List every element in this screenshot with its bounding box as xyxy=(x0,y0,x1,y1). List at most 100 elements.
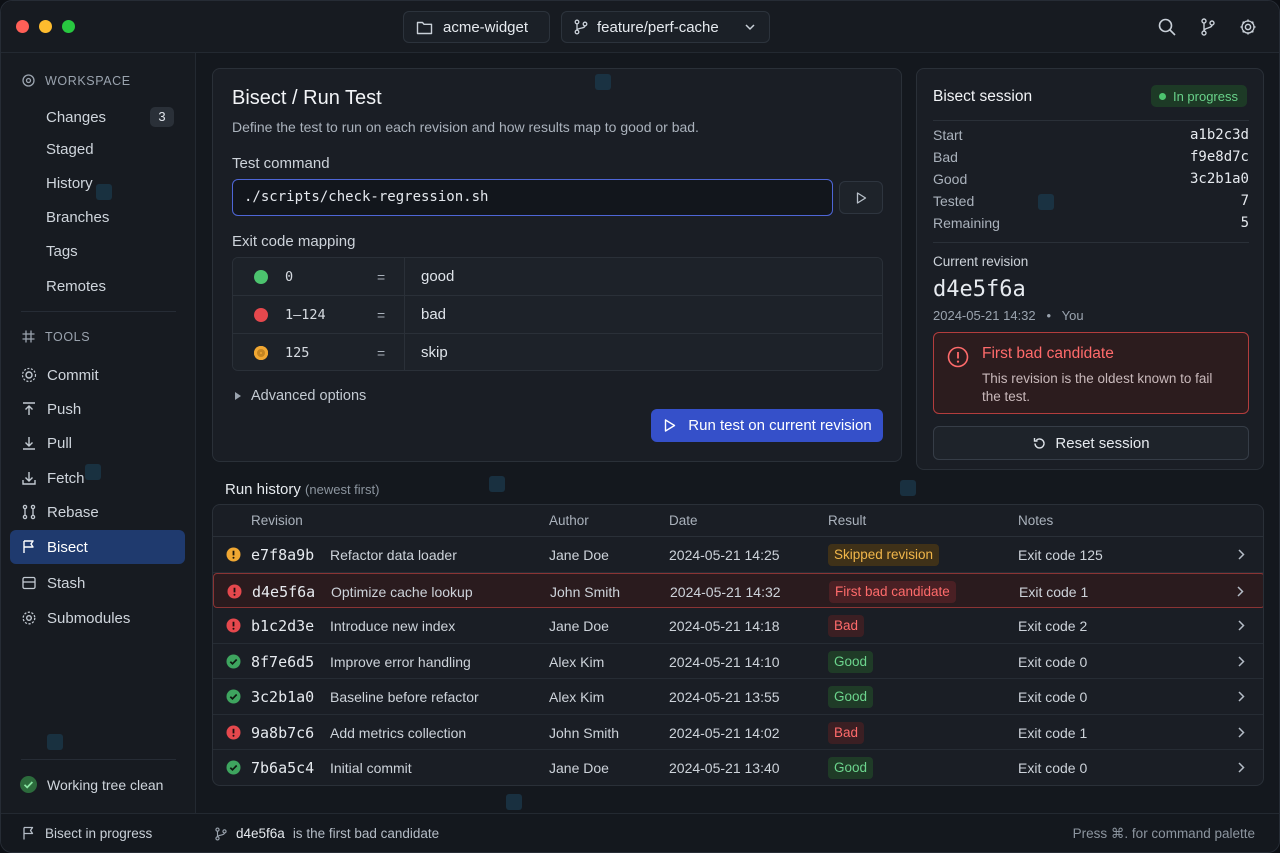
row-note: Exit code 0 xyxy=(1018,760,1088,776)
table-row[interactable]: 9a8b7c6 Add metrics collection John Smith 2… xyxy=(213,715,1263,750)
revision-hash[interactable]: 7b6a5c4 xyxy=(251,759,315,777)
section-divider xyxy=(933,120,1249,121)
sidebar-item-history[interactable]: History xyxy=(10,166,185,200)
table-row[interactable]: 3c2b1a0 Baseline before refactor Alex Kim 2… xyxy=(213,679,1263,715)
table-row[interactable]: 7b6a5c4 Initial commit Jane Doe 2024-05-21 … xyxy=(213,750,1263,785)
rebase-icon xyxy=(22,504,36,520)
sidebar-item-pull[interactable]: Pull xyxy=(10,426,185,460)
column-header-notes[interactable]: Notes xyxy=(1018,513,1054,528)
bisect-run-test-panel: Bisect / Run Test Define the test to run… xyxy=(212,68,902,462)
branch-selector[interactable]: feature/perf-cache xyxy=(561,11,770,43)
sidebar-item-tags[interactable]: Tags xyxy=(10,234,185,268)
exit-code-mapping-table: 0 = good 1–124 = bad 125 = skip xyxy=(232,257,883,371)
sidebar-item-label: Remotes xyxy=(46,277,107,295)
sidebar-item-label: Fetch xyxy=(47,469,85,487)
table-row[interactable]: e7f8a9b Refactor data loader Jane Doe 2024-… xyxy=(213,537,1263,573)
revision-hash[interactable]: 8f7e6d5 xyxy=(251,652,315,671)
sidebar-item-label: Push xyxy=(47,400,82,418)
column-header-author[interactable]: Author xyxy=(549,513,589,528)
gear-icon[interactable] xyxy=(1238,17,1258,37)
first-bad-candidate-alert: First bad candidate This revision is the… xyxy=(933,332,1249,414)
stat-key: Tested xyxy=(933,193,975,209)
current-revision-meta: 2024-05-21 14:32 • You xyxy=(933,308,1084,323)
chevron-right-icon[interactable] xyxy=(1236,548,1246,561)
mapping-row-bad[interactable]: 1–124 = bad xyxy=(233,296,882,334)
table-row[interactable]: d4e5f6a Optimize cache lookup John Smith 20… xyxy=(213,572,1263,608)
status-mid-text: is the first bad candidate xyxy=(292,826,440,841)
bad-status-dot xyxy=(254,308,268,322)
revision-hash[interactable]: e7f8a9b xyxy=(251,546,315,564)
revision-hash[interactable]: b1c2d3e xyxy=(251,617,315,635)
tools-section-header: TOOLS xyxy=(21,329,90,344)
chevron-right-icon[interactable] xyxy=(1236,761,1246,774)
stash-icon xyxy=(22,576,36,590)
commit-date: 2024-05-21 14:25 xyxy=(669,547,780,563)
commit-message: Improve error handling xyxy=(330,653,471,670)
chevron-right-icon[interactable] xyxy=(1236,655,1246,668)
table-header: Revision Author Date Result Notes xyxy=(213,505,1263,537)
table-row[interactable]: b1c2d3e Introduce new index Jane Doe 2024-0… xyxy=(213,608,1263,644)
commit-author: Jane Doe xyxy=(549,547,609,563)
chevron-right-icon[interactable] xyxy=(1235,585,1245,598)
reset-session-button[interactable]: Reset session xyxy=(933,426,1249,460)
mapping-row-skip[interactable]: 125 = skip xyxy=(233,334,882,370)
equals-sign: = xyxy=(377,269,386,285)
chevron-right-icon[interactable] xyxy=(1236,690,1246,703)
run-command-button[interactable] xyxy=(839,181,883,214)
status-text: In progress xyxy=(1172,88,1238,104)
sidebar-item-label: Stash xyxy=(47,574,86,592)
sidebar-item-push[interactable]: Push xyxy=(10,392,185,426)
status-bisect-state: Bisect in progress xyxy=(21,826,152,841)
minimize-window-button[interactable] xyxy=(39,20,52,33)
test-command-label: Test command xyxy=(232,155,330,172)
table-row[interactable]: 8f7e6d5 Improve error handling Alex Kim 202… xyxy=(213,644,1263,679)
revision-hash[interactable]: 9a8b7c6 xyxy=(251,723,315,742)
column-header-result[interactable]: Result xyxy=(828,513,867,528)
branches-icon[interactable] xyxy=(1198,17,1218,37)
repository-name: acme-widget xyxy=(443,18,529,36)
repository-selector[interactable]: acme-widget xyxy=(403,11,550,43)
stat-start: Start a1b2c3d xyxy=(933,127,1249,149)
zoom-window-button[interactable] xyxy=(62,20,75,33)
mapping-row-good[interactable]: 0 = good xyxy=(233,258,882,296)
status-hash[interactable]: d4e5f6a xyxy=(236,826,285,841)
revision-hash[interactable]: d4e5f6a xyxy=(252,582,316,601)
advanced-options-toggle[interactable]: Advanced options xyxy=(234,388,366,404)
row-note: Exit code 0 xyxy=(1018,653,1088,670)
commit-date: 2024-05-21 14:18 xyxy=(669,618,780,634)
working-tree-status: Working tree clean xyxy=(19,775,163,794)
sidebar-item-stash[interactable]: Stash xyxy=(10,566,185,600)
chevron-right-icon[interactable] xyxy=(1236,726,1246,739)
sidebar-item-label: Staged xyxy=(46,140,94,158)
search-icon[interactable] xyxy=(1157,17,1177,37)
sidebar-item-commit[interactable]: Commit xyxy=(10,358,185,392)
commit-message: Add metrics collection xyxy=(330,724,467,741)
sidebar-item-remotes[interactable]: Remotes xyxy=(10,269,185,303)
result-badge: Bad xyxy=(828,721,865,744)
sidebar-item-staged[interactable]: Staged xyxy=(10,132,185,166)
watermark-mark xyxy=(47,734,63,750)
run-history-heading: Run history (newest first) xyxy=(225,481,379,498)
sidebar-item-fetch[interactable]: Fetch xyxy=(10,461,185,495)
chevron-down-icon xyxy=(745,24,755,31)
sidebar-item-label: Changes xyxy=(46,108,107,126)
column-header-date[interactable]: Date xyxy=(669,513,698,528)
caret-right-icon xyxy=(235,392,241,400)
sidebar-item-rebase[interactable]: Rebase xyxy=(10,495,185,529)
chevron-right-icon[interactable] xyxy=(1236,619,1246,632)
sidebar-item-bisect[interactable]: Bisect xyxy=(10,530,185,564)
branch-name: feature/perf-cache xyxy=(597,18,719,36)
result-badge: Good xyxy=(828,686,874,708)
sidebar-item-branches[interactable]: Branches xyxy=(10,200,185,234)
revision-hash[interactable]: 3c2b1a0 xyxy=(251,688,315,706)
sidebar-item-submodules[interactable]: Submodules xyxy=(10,601,185,635)
run-test-button[interactable]: Run test on current revision xyxy=(651,409,883,442)
commit-message: Initial commit xyxy=(330,760,412,776)
close-window-button[interactable] xyxy=(16,20,29,33)
test-command-input[interactable]: ./scripts/check-regression.sh xyxy=(232,179,833,216)
sidebar-item-changes[interactable]: Changes 3 xyxy=(10,100,185,134)
reset-session-label: Reset session xyxy=(1055,434,1150,452)
column-header-revision[interactable]: Revision xyxy=(251,513,303,528)
good-status-icon xyxy=(226,654,241,669)
reset-icon xyxy=(1034,437,1046,449)
